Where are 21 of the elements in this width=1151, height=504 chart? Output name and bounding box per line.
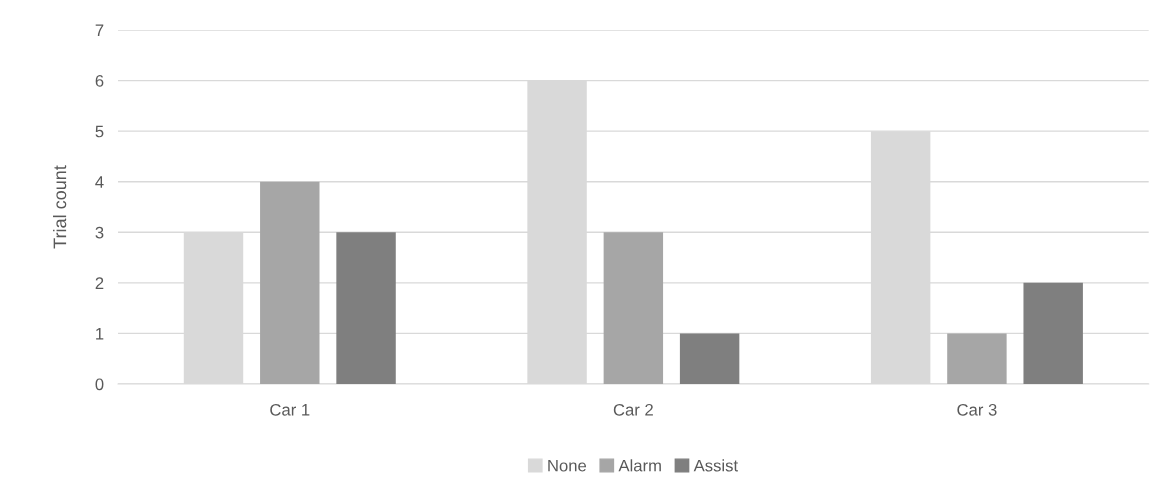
bar — [679, 333, 740, 384]
bar — [1023, 282, 1083, 384]
y-tick-label: 2 — [95, 277, 104, 289]
y-tick-label: 5 — [95, 125, 104, 138]
legend-label: None — [548, 459, 587, 472]
y-axis-title: Trial count — [53, 165, 67, 249]
y-tick-label: 1 — [96, 328, 104, 340]
legend-label: Assist — [693, 459, 738, 472]
x-tick-label: Car 2 — [613, 403, 653, 416]
bar — [603, 232, 664, 384]
y-tick-label: 7 — [95, 24, 104, 37]
x-tick-label: Car 3 — [957, 403, 997, 416]
bar — [947, 333, 1007, 384]
legend-label: Alarm — [618, 459, 661, 472]
bar — [260, 181, 320, 384]
y-tick-label: 3 — [95, 226, 104, 239]
y-tick-label: 6 — [95, 74, 104, 87]
y-tick-label: 0 — [95, 378, 104, 391]
bar — [336, 232, 396, 384]
x-tick-label: Car 1 — [270, 403, 310, 416]
y-tick-label: 4 — [95, 176, 104, 188]
